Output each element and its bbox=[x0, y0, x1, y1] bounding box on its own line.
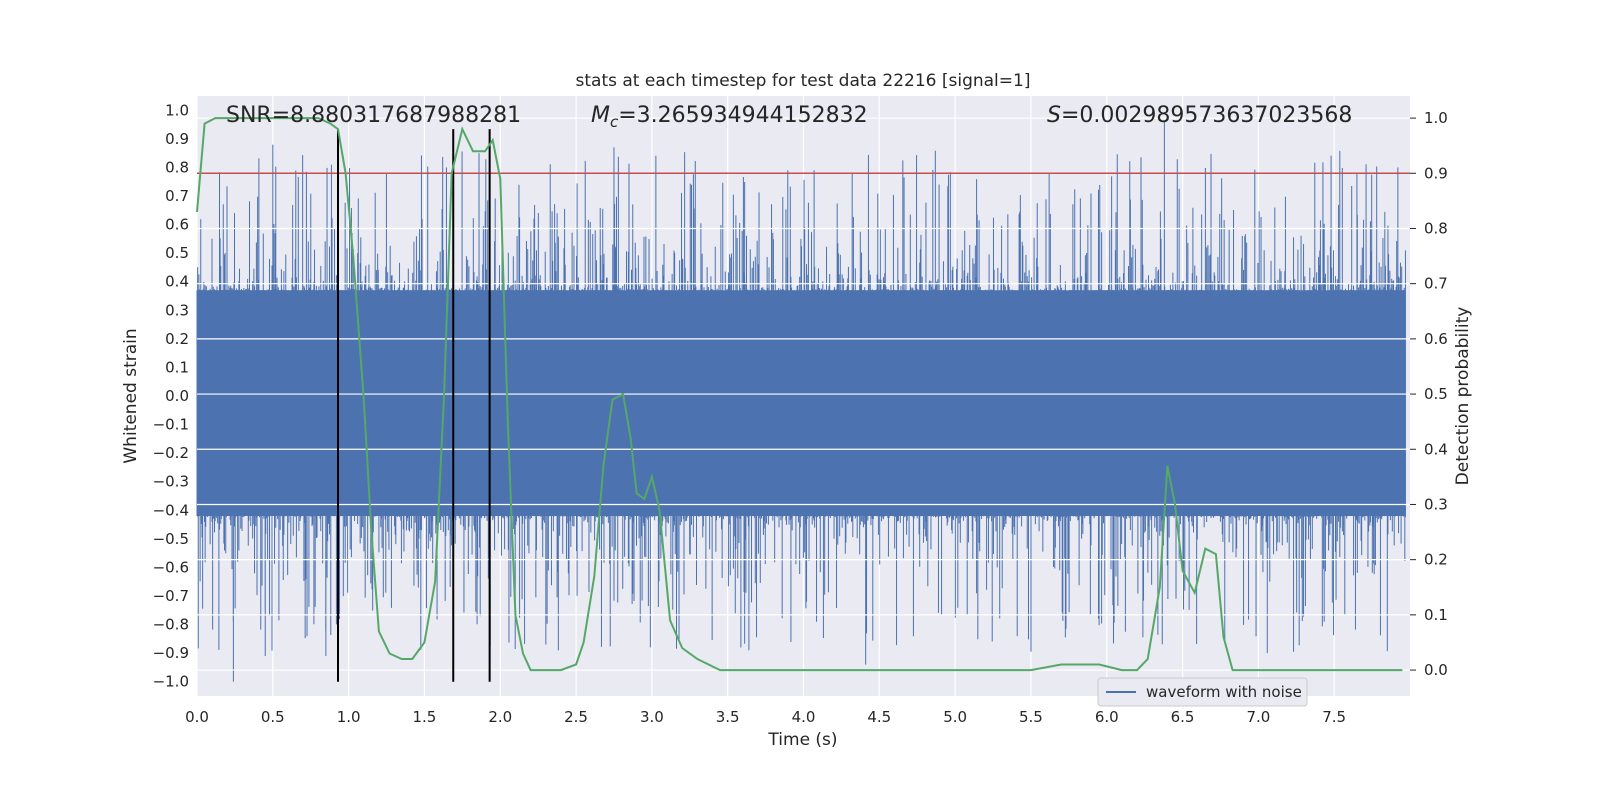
y-ticks: 1.0 0.9 0.8 0.7 0.6 0.5 0.4 0.3 0.2 0.1 0.0 −0.1 −0.… bbox=[153, 101, 189, 690]
x-tick-label: 7.5 bbox=[1322, 708, 1346, 726]
y2-tick-label: 0.0 bbox=[1424, 661, 1448, 679]
detection-probability-line bbox=[196, 117, 1403, 672]
x-tick-label: 2.5 bbox=[564, 708, 588, 726]
y2-axis-label: Detection probability bbox=[1453, 307, 1473, 486]
x-tick-label: 1.0 bbox=[337, 708, 361, 726]
x-axis-label: Time (s) bbox=[767, 730, 837, 750]
y-tick-label: 1.0 bbox=[165, 101, 189, 119]
y-tick-label: −0.4 bbox=[153, 501, 189, 519]
s-annotation: S=0.002989573637023568 bbox=[1047, 103, 1352, 128]
chart-title: stats at each timestep for test data 222… bbox=[576, 71, 1031, 91]
y2-tick-label: 0.3 bbox=[1424, 495, 1448, 513]
y-tick-label: 0.5 bbox=[165, 244, 189, 262]
y2-tick-label: 0.4 bbox=[1424, 440, 1448, 458]
x-ticks: 0.0 0.5 1.0 1.5 2.0 2.5 3.0 3.5 4.0 4.5 5.0 5.5 6.0 6… bbox=[185, 708, 1346, 726]
y-tick-label: 0.0 bbox=[165, 387, 189, 405]
y-tick-label: 0.6 bbox=[165, 216, 189, 234]
y2-tick-label: 0.6 bbox=[1424, 330, 1448, 348]
y-tick-label: 0.2 bbox=[165, 330, 189, 348]
x-tick-label: 4.5 bbox=[867, 708, 891, 726]
y-tick-label: −0.2 bbox=[153, 444, 189, 462]
y-tick-label: −0.9 bbox=[153, 644, 189, 662]
x-tick-label: 5.0 bbox=[943, 708, 967, 726]
y-tick-label: −1.0 bbox=[153, 673, 189, 691]
x-tick-label: 3.5 bbox=[716, 708, 740, 726]
y-tick-label: −0.5 bbox=[153, 530, 189, 548]
y2-tick-label: 0.2 bbox=[1424, 551, 1448, 569]
legend-label: waveform with noise bbox=[1146, 683, 1302, 701]
vertical-markers bbox=[337, 129, 491, 682]
y-tick-label: 0.3 bbox=[165, 301, 189, 319]
x-tick-label: 1.5 bbox=[413, 708, 437, 726]
y2-tick-label: 0.5 bbox=[1424, 385, 1448, 403]
x-tick-label: 2.0 bbox=[488, 708, 512, 726]
s-value: =0.002989573637023568 bbox=[1061, 103, 1352, 128]
y-tick-label: 0.8 bbox=[165, 158, 189, 176]
y2-tick-label: 0.1 bbox=[1424, 606, 1448, 624]
x-tick-label: 7.0 bbox=[1246, 708, 1270, 726]
legend: waveform with noise bbox=[1097, 677, 1308, 707]
y2-tick-label: 0.9 bbox=[1424, 164, 1448, 182]
y-tick-label: −0.8 bbox=[153, 616, 189, 634]
x-tick-label: 6.5 bbox=[1171, 708, 1195, 726]
snr-annotation: SNR=8.880317687988281 bbox=[226, 103, 521, 128]
x-tick-label: 4.0 bbox=[792, 708, 816, 726]
y2-ticks: 1.0 0.9 0.8 0.7 0.6 0.5 0.4 0.3 0.2 0.1 0.0 bbox=[1410, 109, 1448, 679]
chirp-mass-symbol: M bbox=[591, 103, 610, 128]
legend-box bbox=[1097, 677, 1308, 707]
y-tick-label: −0.6 bbox=[153, 558, 189, 576]
chirp-mass-annotation: Mc=3.265934944152832 bbox=[591, 103, 868, 131]
x-tick-label: 6.0 bbox=[1095, 708, 1119, 726]
s-symbol: S bbox=[1047, 103, 1061, 128]
waveform-core bbox=[197, 290, 1406, 516]
y-tick-label: −0.3 bbox=[153, 473, 189, 491]
y2-tick-label: 1.0 bbox=[1424, 109, 1448, 127]
y2-tick-label: 0.8 bbox=[1424, 219, 1448, 237]
x-tick-label: 5.5 bbox=[1019, 708, 1043, 726]
chirp-mass-value: =3.265934944152832 bbox=[618, 103, 867, 128]
y-tick-label: 0.9 bbox=[165, 130, 189, 148]
chirp-mass-subscript: c bbox=[610, 113, 619, 131]
x-tick-label: 0.0 bbox=[185, 708, 209, 726]
y-tick-label: −0.7 bbox=[153, 587, 189, 605]
x-tick-label: 0.5 bbox=[261, 708, 285, 726]
y-tick-label: −0.1 bbox=[153, 416, 189, 434]
y-tick-label: 0.4 bbox=[165, 273, 189, 291]
y-tick-label: 0.1 bbox=[165, 358, 189, 376]
y2-tick-label: 0.7 bbox=[1424, 275, 1448, 293]
y-axis-label: Whitened strain bbox=[121, 328, 141, 463]
y-tick-label: 0.7 bbox=[165, 187, 189, 205]
x-tick-label: 3.0 bbox=[640, 708, 664, 726]
